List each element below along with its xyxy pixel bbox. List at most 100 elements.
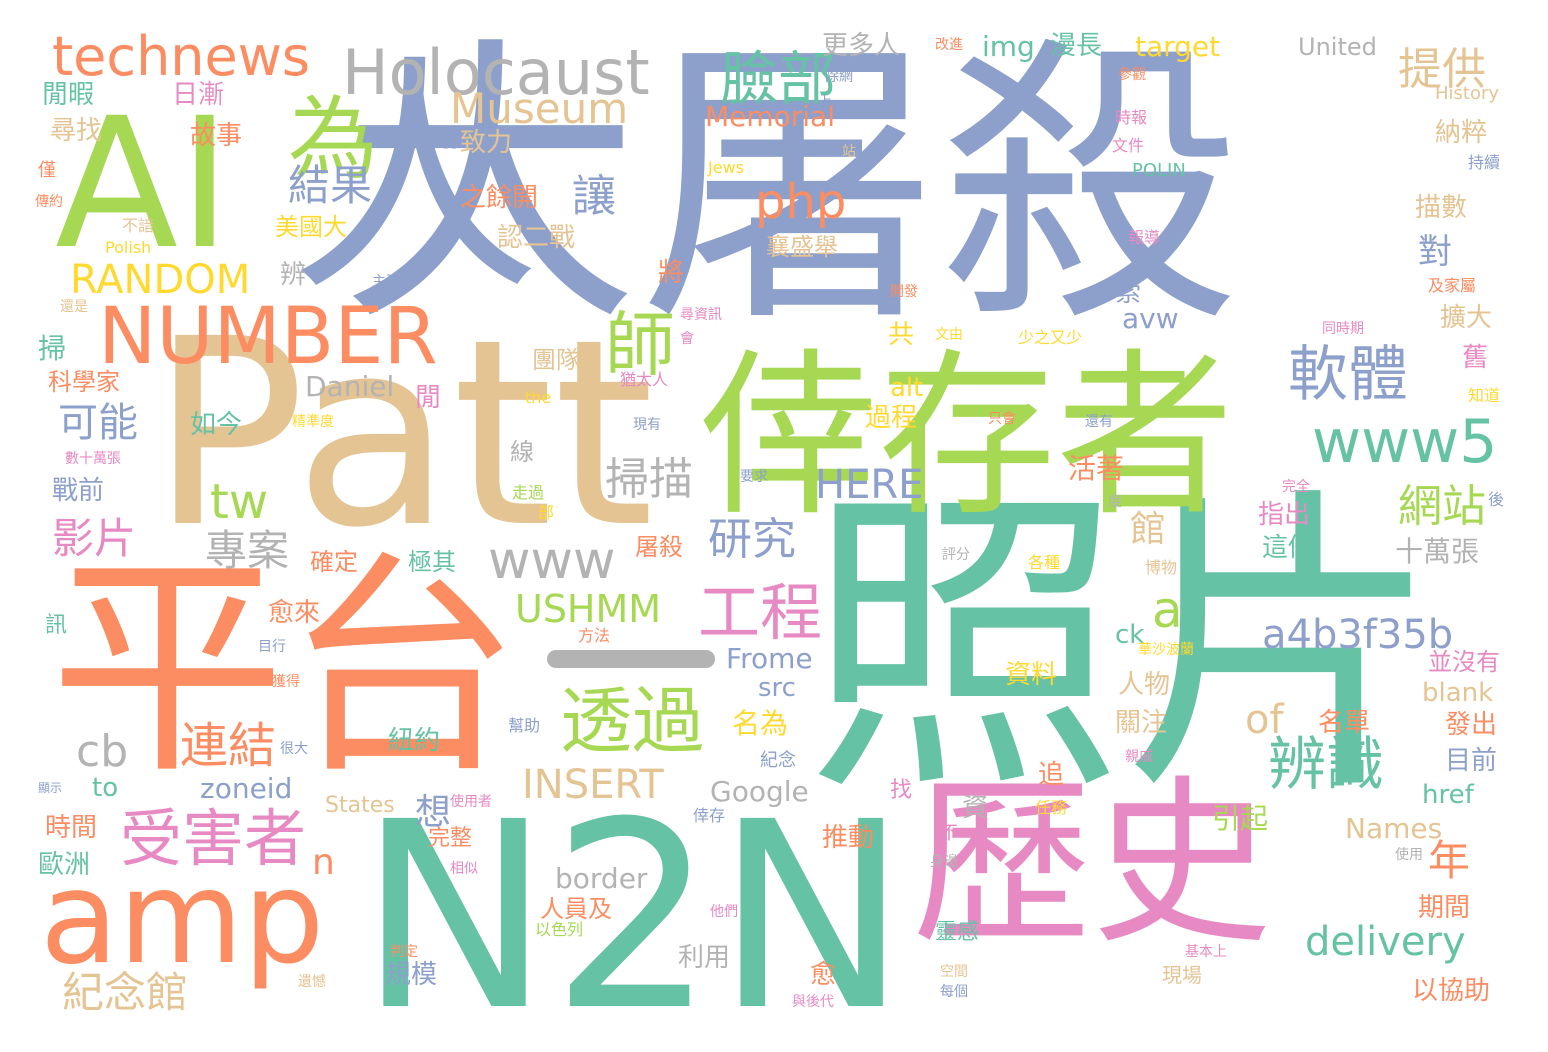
word-zhichu: 指出 <box>1258 500 1311 530</box>
word-muqian: 目前 <box>1445 746 1498 776</box>
word-number: NUMBER <box>98 292 438 382</box>
word-qinqi: 親戚 <box>1125 749 1153 765</box>
word-keneng: 可能 <box>58 400 138 446</box>
word-yaoqiu: 要求 <box>740 469 768 485</box>
word-jibenshang: 基本上 <box>1185 944 1227 960</box>
word-suo: 索 <box>1115 278 1142 308</box>
word-zhui: 追 <box>1038 760 1065 790</box>
word-gaijin: 改進 <box>935 37 963 53</box>
word-zhaopian: 照片 <box>805 462 1441 832</box>
word-xun: 訊 <box>45 613 68 638</box>
word-a: a <box>1152 581 1183 639</box>
word-jiang: 將 <box>658 258 685 288</box>
word-blank: blank <box>1422 678 1494 708</box>
word-src: src <box>758 673 796 703</box>
word-zouguo: 走過 <box>512 483 545 502</box>
word-huozhe: 活著 <box>1068 452 1125 485</box>
word-yu: 愈 <box>810 960 837 990</box>
word-kuoda: 擴大 <box>1440 303 1493 333</box>
word-qijian: 期間 <box>1418 893 1471 923</box>
word-yiselie: 以色列 <box>535 920 584 939</box>
word-miaoshu: 描數 <box>1415 193 1468 223</box>
word-renwu: 人物 <box>1118 670 1171 700</box>
word-tuidong: 推動 <box>822 823 875 853</box>
word-jin: 僅 <box>38 160 56 181</box>
word-huode: 獲得 <box>272 674 300 690</box>
word-gongcheng: 工程 <box>698 576 823 649</box>
word-xingcun: 倖存 <box>693 806 726 825</box>
word-haiyou: 還有 <box>1085 414 1113 430</box>
word-jiu: 舊 <box>1462 343 1489 373</box>
word-wei: 為 <box>288 87 378 192</box>
word-delivery: delivery <box>1305 919 1466 965</box>
word-gezhong: 各種 <box>1028 553 1061 572</box>
word-href: href <box>1422 780 1474 810</box>
word-wangzhan: 網站 <box>1398 481 1486 532</box>
word-baodao: 報導 <box>1128 228 1161 247</box>
word-to: to <box>92 773 119 803</box>
word-n: n <box>312 842 335 883</box>
word-jinianguan: 紀念館 <box>62 968 189 1017</box>
word-wanzheng: 完整 <box>428 826 473 851</box>
word-youtairen: 猶太人 <box>620 370 669 389</box>
word-xian: 閒 <box>415 383 442 413</box>
word-tigong: 提供 <box>1398 44 1486 95</box>
word-pingtai: 平台 <box>50 533 520 806</box>
word-xunzixun: 尋資訊 <box>680 307 722 323</box>
word-meiguoda: 美國大 <box>275 213 347 241</box>
word-daniel: Daniel <box>305 370 395 403</box>
word-zhiyukai: 之餘開 <box>460 183 539 213</box>
word-bowu: 博物 <box>1145 558 1178 577</box>
word-zhan: 站 <box>842 144 856 160</box>
word-shiwanzhang: 十萬張 <box>1395 535 1480 568</box>
word-avw: avw <box>1122 302 1179 335</box>
word-gengduoren: 更多人 <box>822 31 901 61</box>
word-chuwang: 除網 <box>825 69 853 85</box>
word-meige: 每個 <box>940 984 968 1000</box>
word-mingdan: 名單 <box>1318 708 1371 738</box>
word-niuyue: 紐約 <box>388 726 441 756</box>
word-shiyong: 使用 <box>1395 847 1423 863</box>
word-canguan: 參觀 <box>1118 67 1146 83</box>
word-united: United <box>1298 33 1377 61</box>
word-www5: www5 <box>1312 407 1498 477</box>
word-target: target <box>1135 30 1221 63</box>
word-php: php <box>755 174 847 230</box>
word-xiang: 想 <box>415 792 452 833</box>
word-zhege: 這個 <box>1262 533 1315 563</box>
word-shijian: 時間 <box>45 813 98 843</box>
word-lianjie: 連結 <box>180 718 277 774</box>
word-rijian: 日漸 <box>172 80 225 110</box>
word-muxing: 目行 <box>258 639 286 655</box>
word-nacui: 納粹 <box>1435 118 1488 148</box>
word-tuandui: 團隊 <box>532 346 580 374</box>
word-zhili: 致力 <box>460 128 513 158</box>
word-yinqi: 引起 <box>1212 802 1269 835</box>
word-the: the <box>525 388 552 407</box>
word-shibao: 時報 <box>1115 108 1148 127</box>
word-jijiashu: 及家屬 <box>1428 276 1477 295</box>
word-here: HERE <box>815 462 924 508</box>
word-bianshi: 辨識 <box>1268 730 1385 798</box>
word-yulai: 愈來 <box>268 598 321 628</box>
word-tw: tw <box>210 474 269 530</box>
word-kaifa: 開發 <box>890 284 918 300</box>
word-xianchang: 現場 <box>1162 963 1202 987</box>
word-renyuanji: 人員及 <box>540 895 612 923</box>
word-xingcunzhe: 倖存者 <box>700 333 1234 540</box>
word-bian: 辨 <box>280 260 307 290</box>
word-yihan: 遺憾 <box>298 974 326 990</box>
word-jiqi: 極其 <box>408 548 456 576</box>
word-tongshiqi: 同時期 <box>1322 321 1364 337</box>
word-border: border <box>555 862 648 895</box>
word-dui: 對 <box>1418 232 1452 272</box>
word-xianxia: 閒暇 <box>42 80 95 110</box>
word-xian2: 線 <box>510 438 534 466</box>
word-fachu: 發出 <box>1445 710 1498 740</box>
word-yixiezhu: 以協助 <box>1412 976 1491 1006</box>
word-tamen: 他們 <box>710 904 738 920</box>
word-jingzhundu: 精準度 <box>292 414 334 430</box>
word-queding: 確定 <box>310 548 358 576</box>
word-chuanyue: 傳約 <box>35 194 63 210</box>
